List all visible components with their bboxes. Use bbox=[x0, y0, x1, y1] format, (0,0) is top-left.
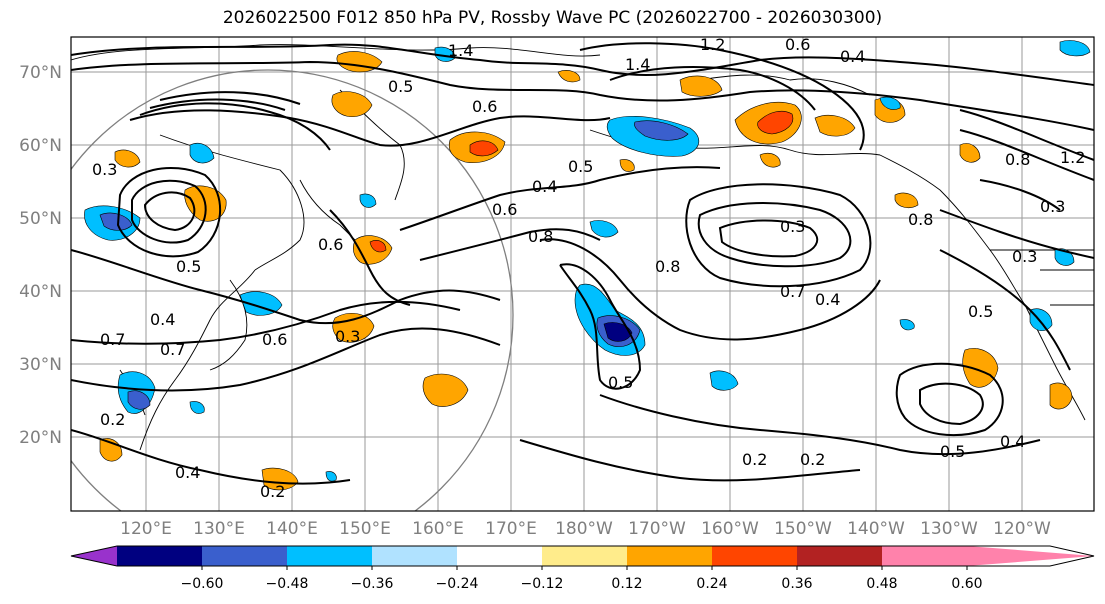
colorbar-cell bbox=[372, 546, 457, 566]
lat-tick-label: 30°N bbox=[19, 355, 62, 375]
contour-label: 1.2 bbox=[700, 35, 725, 54]
colorbar-cell bbox=[457, 546, 542, 566]
longitude-axis: 120°E 130°E 140°E 150°E 160°E 170°E 180°… bbox=[120, 519, 1051, 539]
lat-tick-label: 20°N bbox=[19, 428, 62, 448]
lon-tick-label: 170°W bbox=[628, 519, 686, 539]
contour-label: 0.6 bbox=[262, 330, 287, 349]
contour-label: 1.2 bbox=[1060, 148, 1085, 167]
colorbar-tick-label: 0.12 bbox=[611, 576, 642, 592]
colorbar-tick-label: −0.12 bbox=[521, 576, 564, 592]
colorbar-cell bbox=[117, 546, 202, 566]
contour-label: 0.8 bbox=[908, 210, 933, 229]
contour-label: 0.5 bbox=[608, 373, 633, 392]
colorbar-cell bbox=[71, 546, 117, 566]
colorbar-tick-label: 0.60 bbox=[951, 576, 982, 592]
contour-label: 0.5 bbox=[176, 257, 201, 276]
colorbar: −0.60 −0.48 −0.36 −0.24 −0.12 0.12 0.24 … bbox=[70, 545, 1095, 592]
contour-label: 0.4 bbox=[840, 47, 865, 66]
contour-label: 0.4 bbox=[815, 290, 840, 309]
contour-label: 0.6 bbox=[785, 35, 810, 54]
map-frame bbox=[70, 36, 1095, 512]
contour-label: 0.8 bbox=[655, 257, 680, 276]
contour-label: 0.3 bbox=[1040, 197, 1065, 216]
contour-label: 0.7 bbox=[100, 330, 125, 349]
contour-label: 0.3 bbox=[335, 327, 360, 346]
contour-label: 0.4 bbox=[175, 463, 200, 482]
colorbar-tick-label: 0.36 bbox=[781, 576, 812, 592]
colorbar-cell bbox=[797, 546, 882, 566]
contour-label: 0.7 bbox=[780, 282, 805, 301]
contour-label: 0.6 bbox=[318, 235, 343, 254]
colorbar-tick-label: −0.48 bbox=[266, 576, 309, 592]
contour-label: 1.4 bbox=[625, 55, 650, 74]
lat-tick-label: 70°N bbox=[19, 63, 62, 83]
contour-label: 0.5 bbox=[388, 77, 413, 96]
colorbar-cell bbox=[712, 546, 797, 566]
lat-tick-label: 40°N bbox=[19, 282, 62, 302]
contour-label: 0.7 bbox=[160, 340, 185, 359]
contour-label: 0.2 bbox=[100, 410, 125, 429]
contour-label: 0.2 bbox=[742, 450, 767, 469]
lon-tick-label: 160°W bbox=[701, 519, 759, 539]
colorbar-cell bbox=[542, 546, 627, 566]
colorbar-outline bbox=[70, 545, 1095, 567]
chart-title: 2026022500 F012 850 hPa PV, Rossby Wave … bbox=[222, 8, 883, 28]
colorbar-tick-label: −0.36 bbox=[351, 576, 394, 592]
colorbar-tick-label: 0.24 bbox=[696, 576, 727, 592]
colorbar-tick-label: 0.48 bbox=[866, 576, 897, 592]
pv-contours bbox=[71, 42, 1094, 485]
lon-tick-label: 150°E bbox=[339, 519, 391, 539]
contour-label: 0.3 bbox=[780, 217, 805, 236]
lon-tick-label: 170°E bbox=[485, 519, 537, 539]
contour-label: 0.6 bbox=[472, 97, 497, 116]
contour-label: 0.4 bbox=[1000, 432, 1025, 451]
lon-tick-label: 140°E bbox=[266, 519, 318, 539]
contour-label: 0.8 bbox=[1005, 150, 1030, 169]
contour-label: 0.4 bbox=[150, 310, 175, 329]
map-background bbox=[71, 37, 1094, 511]
lon-tick-label: 120°W bbox=[993, 519, 1051, 539]
lat-tick-label: 50°N bbox=[19, 209, 62, 229]
colorbar-tick-label: −0.24 bbox=[436, 576, 479, 592]
lon-tick-label: 130°E bbox=[193, 519, 245, 539]
map-content: 1.4 1.2 0.6 0.4 0.5 0.6 1.4 0.3 0.5 0.4 … bbox=[71, 35, 1094, 511]
colorbar-tick-label: −0.60 bbox=[181, 576, 224, 592]
colorbar-cell bbox=[967, 546, 1094, 566]
lon-tick-label: 120°E bbox=[120, 519, 172, 539]
contour-label: 0.5 bbox=[968, 302, 993, 321]
contour-label: 0.5 bbox=[568, 157, 593, 176]
colorbar-ticks bbox=[201, 566, 968, 570]
contour-labels: 1.4 1.2 0.6 0.4 0.5 0.6 1.4 0.3 0.5 0.4 … bbox=[92, 35, 1085, 501]
contour-label: 0.5 bbox=[940, 442, 965, 461]
colorbar-cell bbox=[202, 546, 287, 566]
contour-label: 0.3 bbox=[1012, 247, 1037, 266]
contour-label: 1.4 bbox=[448, 41, 473, 60]
lon-tick-label: 140°W bbox=[847, 519, 905, 539]
lon-tick-label: 160°E bbox=[412, 519, 464, 539]
lon-tick-label: 130°W bbox=[920, 519, 978, 539]
lon-tick-label: 180°W bbox=[555, 519, 613, 539]
contour-label: 0.2 bbox=[800, 450, 825, 469]
contour-label: 0.6 bbox=[492, 200, 517, 219]
reference-circle bbox=[71, 69, 514, 511]
contour-label: 0.8 bbox=[528, 227, 553, 246]
lat-tick-label: 60°N bbox=[19, 136, 62, 156]
colorbar-cell bbox=[627, 546, 712, 566]
contour-label: 0.4 bbox=[532, 177, 557, 196]
contour-label: 0.2 bbox=[260, 482, 285, 501]
contour-label: 0.3 bbox=[92, 160, 117, 179]
lon-tick-label: 150°W bbox=[774, 519, 832, 539]
latitude-axis: 70°N 60°N 50°N 40°N 30°N 20°N bbox=[19, 63, 62, 448]
colorbar-cell bbox=[882, 546, 967, 566]
anomaly-shading bbox=[84, 40, 1091, 491]
colorbar-cell bbox=[287, 546, 372, 566]
